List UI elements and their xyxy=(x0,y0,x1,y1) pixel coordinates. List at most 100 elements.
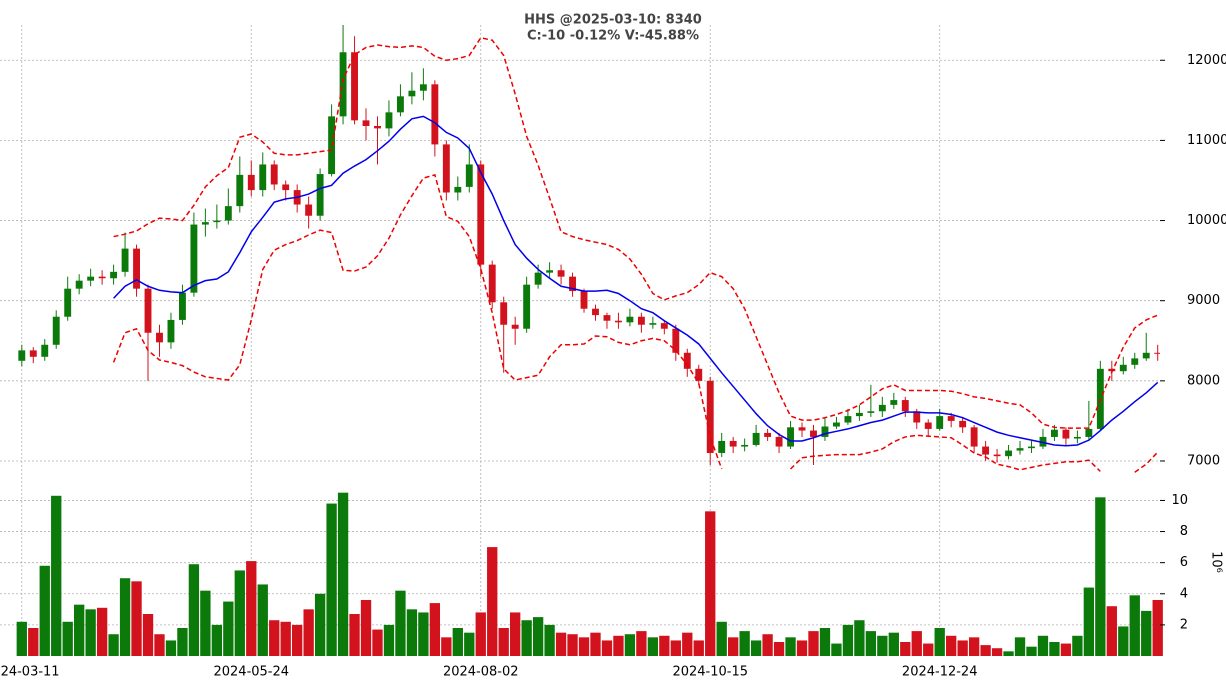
candle-body xyxy=(87,276,95,281)
chart-title: HHS @2025-03-10: 8340 xyxy=(524,13,702,28)
volume-bar xyxy=(96,607,108,656)
candle-body xyxy=(156,332,163,343)
volume-bar xyxy=(647,637,659,656)
volume-bar xyxy=(51,495,62,656)
candle-body xyxy=(637,316,645,325)
volume-bar xyxy=(1152,600,1163,656)
candle-body xyxy=(477,164,485,265)
candle-body xyxy=(580,291,588,309)
candle-body xyxy=(351,52,358,121)
volume-bar xyxy=(62,621,73,656)
candle-body xyxy=(201,222,209,225)
candle-body xyxy=(1154,352,1160,354)
candle-body xyxy=(316,174,324,216)
volume-bar xyxy=(716,621,727,656)
volume-bar xyxy=(521,620,532,656)
candle-body xyxy=(557,270,565,277)
volume-bar xyxy=(510,612,521,656)
candle-body xyxy=(500,302,508,325)
volume-bar xyxy=(395,590,406,656)
candle-body xyxy=(178,292,186,320)
indicator-line xyxy=(790,434,1101,472)
candle-body xyxy=(741,444,749,447)
candle-body xyxy=(1085,428,1093,437)
volume-bar xyxy=(877,635,888,656)
candle-body xyxy=(959,420,967,428)
x-tick-label: 2024-08-02 xyxy=(443,665,519,680)
candle-body xyxy=(270,164,278,185)
candle-body xyxy=(603,315,611,321)
x-tick-label: 2024-10-15 xyxy=(672,665,748,680)
candle-body xyxy=(592,308,599,316)
volume-bar xyxy=(1037,635,1049,656)
volume-bar xyxy=(934,628,945,656)
volume-bar xyxy=(326,503,337,656)
candle-body xyxy=(385,112,393,129)
volume-bar xyxy=(498,628,509,656)
volume-bar xyxy=(923,643,934,656)
volume-bar xyxy=(636,631,647,656)
volume-bar xyxy=(819,628,831,656)
volume-bar xyxy=(578,637,590,656)
volume-bar xyxy=(1026,646,1037,656)
y-tick-label: 7000 xyxy=(1187,453,1220,468)
volume-bar xyxy=(693,640,704,656)
candle-body xyxy=(98,276,106,279)
candle-body xyxy=(844,416,852,423)
candle-body xyxy=(224,206,232,221)
candle-body xyxy=(64,288,72,317)
volume-bar xyxy=(257,584,268,656)
volume-bar xyxy=(452,628,463,656)
labels: HHS @2025-03-10: 8340 C:-10 -0.12% V:-45… xyxy=(0,13,1226,680)
volume-bar xyxy=(1003,651,1014,656)
candle-body xyxy=(465,164,473,187)
volume-bar xyxy=(544,624,555,656)
candle-body xyxy=(569,276,576,292)
candle-body xyxy=(1050,429,1058,437)
candle-body xyxy=(775,436,783,447)
candle-body xyxy=(374,125,381,129)
volume-bar xyxy=(269,620,280,656)
volume-bar xyxy=(441,637,452,656)
volume-bar xyxy=(1129,595,1140,656)
volume-bar xyxy=(1049,642,1060,656)
candle-body xyxy=(1028,446,1035,449)
volume-bar xyxy=(360,600,372,656)
volume-bar xyxy=(487,547,498,656)
candle-body xyxy=(683,352,691,369)
candle-body xyxy=(614,320,622,323)
volume-bar xyxy=(177,628,188,656)
volume-bar xyxy=(200,590,211,656)
volume-bar xyxy=(464,632,475,656)
candle-body xyxy=(110,271,118,279)
candle-body xyxy=(236,174,244,207)
candle-body xyxy=(75,280,83,289)
volume-bar xyxy=(234,570,245,656)
candle-body xyxy=(442,144,450,193)
volume-bar xyxy=(842,624,854,656)
y-tick-label: 10000 xyxy=(1187,213,1226,228)
volume-bar xyxy=(1095,497,1106,656)
candle-body xyxy=(1062,429,1070,439)
volume-bar xyxy=(1072,635,1083,656)
candle-body xyxy=(133,248,140,289)
candle-body xyxy=(1073,436,1081,439)
volume-bar xyxy=(303,609,314,656)
volume-bar xyxy=(888,632,899,656)
volume-bar xyxy=(624,634,636,656)
candle-body xyxy=(982,446,990,455)
candle-body xyxy=(52,316,60,345)
volume-tick-label: 6 xyxy=(1180,555,1188,570)
volume-bar xyxy=(337,492,349,656)
volume-bar xyxy=(1014,637,1026,656)
volume-tick-label: 2 xyxy=(1180,617,1188,632)
candle-body xyxy=(362,120,370,126)
candle-body xyxy=(1142,352,1150,359)
volume-bar xyxy=(1106,606,1117,656)
volume-bar xyxy=(188,564,200,656)
y-tick-label: 11000 xyxy=(1187,133,1226,148)
volume-bar xyxy=(957,640,968,656)
volume-bar xyxy=(85,609,96,656)
y-tick-label: 9000 xyxy=(1187,293,1220,308)
indicator-line xyxy=(112,173,723,470)
